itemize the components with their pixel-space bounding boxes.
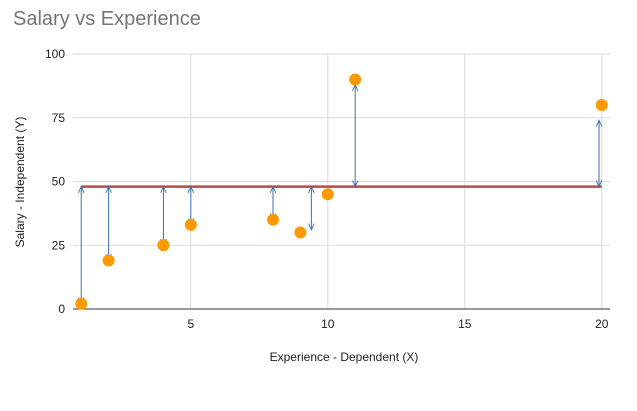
y-tick-label: 75 [52,111,66,125]
data-point [595,99,608,111]
x-tick-label: 5 [187,317,194,331]
data-point [294,226,307,239]
y-tick-label: 50 [52,175,66,189]
tick-label-layer: 0 25 50 75 100 5 10 15 20 [45,47,609,331]
data-point [321,188,334,201]
data-point [157,239,170,252]
data-point [184,218,197,231]
y-tick-label: 100 [45,47,65,61]
data-point [267,213,280,226]
x-tick-label: 20 [595,317,609,331]
y-axis-label: Salary - Independent (Y) [13,117,27,248]
y-tick-label: 25 [52,238,66,252]
data-point [75,297,88,310]
data-point [349,73,362,86]
x-axis-label: Experience - Dependent (X) [270,350,419,364]
point-layer [75,73,608,310]
x-tick-label: 10 [321,317,335,331]
data-point [102,254,115,267]
chart-title: Salary vs Experience [13,8,201,30]
x-tick-label: 15 [458,317,472,331]
grid-layer [73,53,610,309]
y-tick-label: 0 [58,302,65,316]
